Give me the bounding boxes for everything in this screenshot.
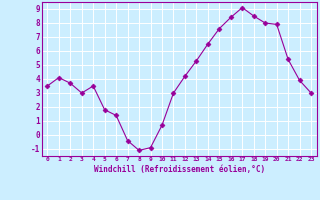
X-axis label: Windchill (Refroidissement éolien,°C): Windchill (Refroidissement éolien,°C) [94, 165, 265, 174]
